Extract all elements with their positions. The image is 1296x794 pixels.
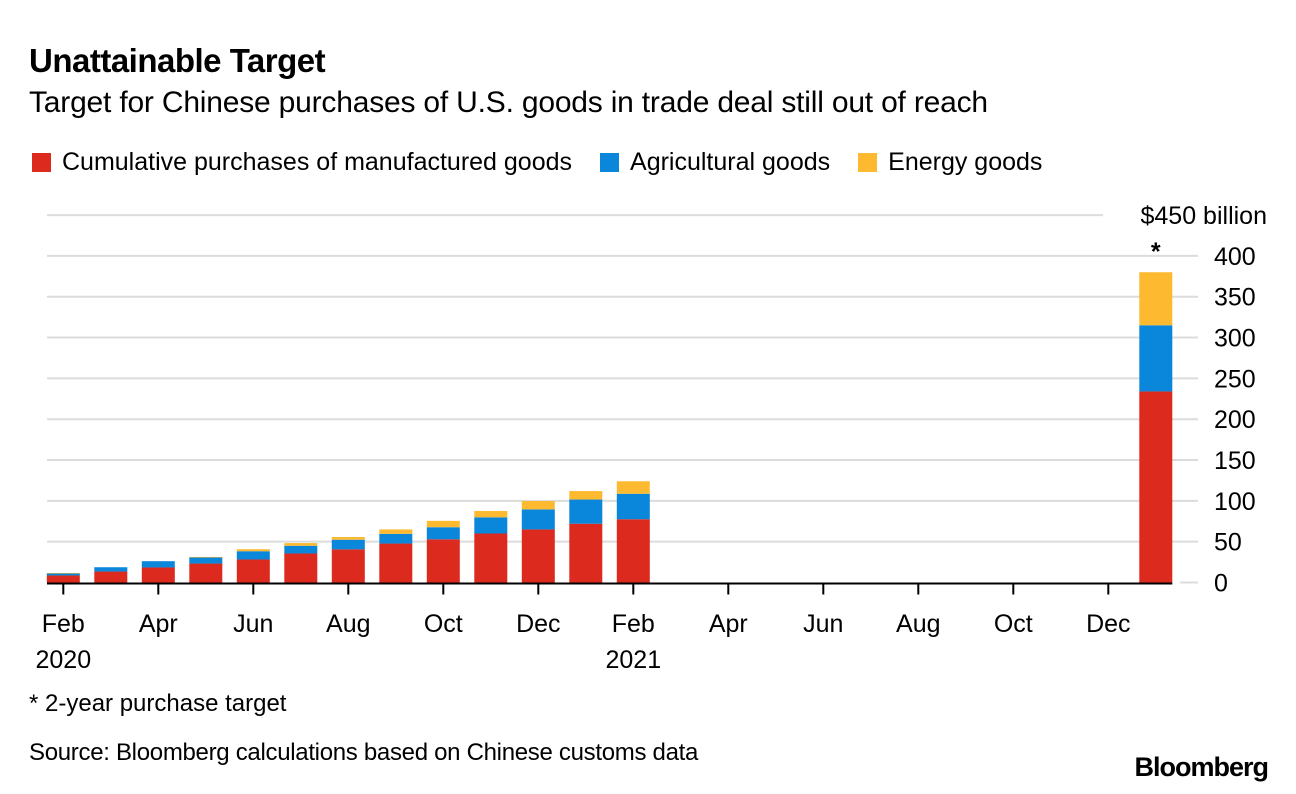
bar-energy: [379, 529, 413, 534]
bar-agricultural: [616, 493, 650, 520]
x-tick-label: Dec: [516, 610, 560, 638]
bar-manufactured: [569, 523, 603, 583]
bar-energy: [616, 481, 650, 494]
x-tick-label: Aug: [896, 610, 940, 638]
legend: Cumulative purchases of manufactured goo…: [32, 148, 1070, 177]
bar-energy: [236, 549, 270, 552]
bar-agricultural: [474, 517, 508, 534]
x-tick-label: Feb: [42, 610, 85, 638]
bar-energy: [284, 543, 318, 546]
x-tick-label: Aug: [326, 610, 370, 638]
legend-swatch-agricultural: [600, 153, 620, 172]
bar-agricultural: [236, 551, 270, 560]
y-tick-label: 0: [1214, 570, 1228, 598]
y-tick-label: 50: [1214, 529, 1242, 557]
bar-manufactured: [379, 543, 413, 583]
chart-title: Unattainable Target: [29, 42, 326, 79]
bar-agricultural: [379, 533, 413, 544]
source-note: Source: Bloomberg calculations based on …: [29, 739, 699, 766]
x-tick-label: Apr: [709, 610, 748, 638]
bar-agricultural: [521, 509, 555, 530]
x-axis-labels: Feb 2020 Apr Jun Aug Oct Dec Feb 2021 Apr Jun Aug Oc…: [35, 610, 1130, 674]
x-tick-label: Feb: [612, 610, 655, 638]
y-tick-label: 200: [1214, 406, 1256, 434]
bar-manufactured: [426, 539, 460, 583]
y-tick-label: 100: [1214, 488, 1256, 516]
bar-agricultural: [331, 539, 365, 550]
legend-item-energy: Energy goods: [858, 148, 1042, 177]
legend-label-manufactured: Cumulative purchases of manufactured goo…: [62, 148, 573, 176]
footnote: * 2-year purchase target: [29, 690, 287, 717]
bar-manufactured: [284, 553, 318, 583]
bar-energy: [331, 537, 365, 540]
bars: [46, 272, 1173, 583]
annotations: *: [1151, 238, 1161, 266]
bar-agricultural: [141, 561, 175, 568]
bar-manufactured: [331, 549, 365, 583]
legend-swatch-manufactured: [32, 153, 51, 172]
bar-manufactured: [141, 567, 175, 583]
bar-agricultural: [426, 527, 460, 540]
bar-agricultural: [284, 545, 318, 554]
bar-manufactured: [521, 529, 555, 583]
bar-energy: [521, 501, 555, 510]
y-tick-label: 150: [1214, 447, 1256, 475]
bar-energy: [569, 491, 603, 500]
y-tick-label: 250: [1214, 365, 1256, 393]
bar-energy: [189, 556, 223, 558]
x-tick-label: Jun: [803, 610, 843, 638]
chart-subtitle: Target for Chinese purchases of U.S. goo…: [29, 86, 988, 119]
y-tick-label: 400: [1214, 243, 1256, 271]
x-axis: [47, 582, 1173, 595]
bar-agricultural: [1139, 325, 1173, 392]
legend-item-manufactured: Cumulative purchases of manufactured goo…: [32, 148, 572, 177]
x-tick-label: Oct: [424, 610, 463, 638]
bar-energy: [474, 510, 508, 518]
bar-manufactured: [189, 563, 223, 583]
y-top-label: $450 billion: [1141, 202, 1268, 230]
bar-agricultural: [189, 557, 223, 564]
legend-label-agricultural: Agricultural goods: [630, 148, 831, 176]
x-tick-label: Oct: [994, 610, 1033, 638]
x-tick-label: Apr: [139, 610, 178, 638]
bar-agricultural: [94, 567, 128, 572]
bar-manufactured: [616, 519, 650, 583]
bar-manufactured: [236, 559, 270, 583]
bar-manufactured: [94, 571, 128, 583]
x-tick-label: Dec: [1086, 610, 1130, 638]
bar-energy: [426, 520, 460, 528]
bar-manufactured: [474, 533, 508, 583]
bar-manufactured: [46, 575, 80, 583]
legend-label-energy: Energy goods: [888, 148, 1043, 176]
x-tick-year-label: 2020: [35, 646, 91, 674]
x-tick-year-label: 2021: [605, 646, 661, 674]
legend-swatch-energy: [858, 153, 878, 172]
bloomberg-logo: Bloomberg: [1134, 752, 1269, 782]
y-axis-labels: 0 50 100 150 200 250 300 350 400 $450 billion: [1141, 202, 1268, 597]
x-tick-label: Jun: [233, 610, 273, 638]
bar-agricultural: [569, 499, 603, 524]
legend-item-agricultural: Agricultural goods: [600, 148, 830, 177]
bar-manufactured: [1139, 391, 1173, 583]
bar-agricultural: [46, 573, 80, 576]
bar-energy: [1139, 272, 1173, 326]
bar-energy: [46, 572, 80, 574]
y-tick-label: 300: [1214, 325, 1256, 353]
target-asterisk-annotation: *: [1151, 238, 1161, 266]
y-tick-label: 350: [1214, 284, 1256, 312]
